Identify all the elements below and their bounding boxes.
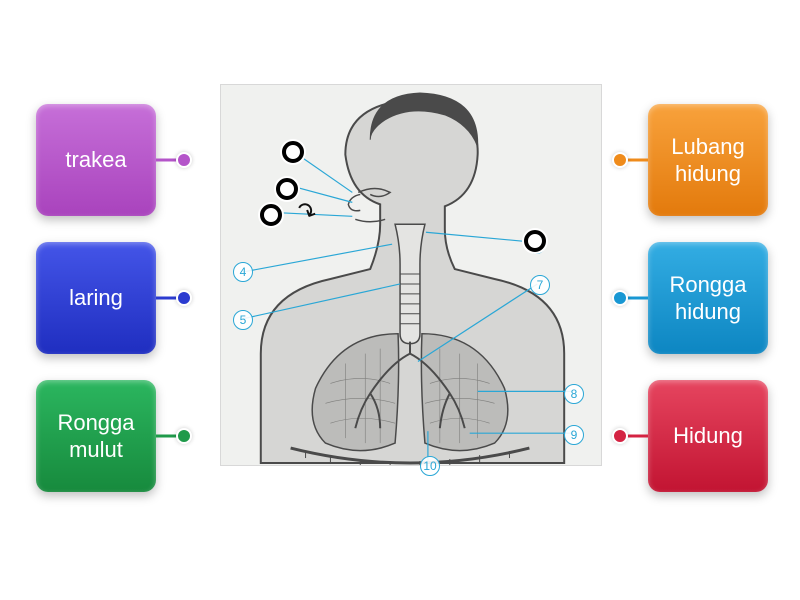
card-label: laring (69, 284, 123, 312)
drop-target-6[interactable] (524, 230, 546, 252)
stage: trakea laring Rongga mulut Lubang hidung… (0, 0, 800, 600)
card-label: Rongga hidung (654, 271, 762, 326)
diagram-number-9: 9 (564, 425, 584, 445)
card-rongga-hidung[interactable]: Rongga hidung (648, 242, 768, 354)
diagram-number-4: 4 (233, 262, 253, 282)
card-laring[interactable]: laring (36, 242, 156, 354)
card-lubang-hidung[interactable]: Lubang hidung (648, 104, 768, 216)
diagram-number-10: 10 (420, 456, 440, 476)
card-label: trakea (65, 146, 126, 174)
diagram-number-8: 8 (564, 384, 584, 404)
diagram-number-7: 7 (530, 275, 550, 295)
diagram-number-5: 5 (233, 310, 253, 330)
card-trakea[interactable]: trakea (36, 104, 156, 216)
card-label: Hidung (673, 422, 743, 450)
drop-target-3[interactable] (260, 204, 282, 226)
card-hidung[interactable]: Hidung (648, 380, 768, 492)
drop-target-1[interactable] (282, 141, 304, 163)
respiratory-diagram (220, 84, 602, 466)
card-rongga-mulut[interactable]: Rongga mulut (36, 380, 156, 492)
card-label: Rongga mulut (42, 409, 150, 464)
drop-target-2[interactable] (276, 178, 298, 200)
card-label: Lubang hidung (654, 133, 762, 188)
